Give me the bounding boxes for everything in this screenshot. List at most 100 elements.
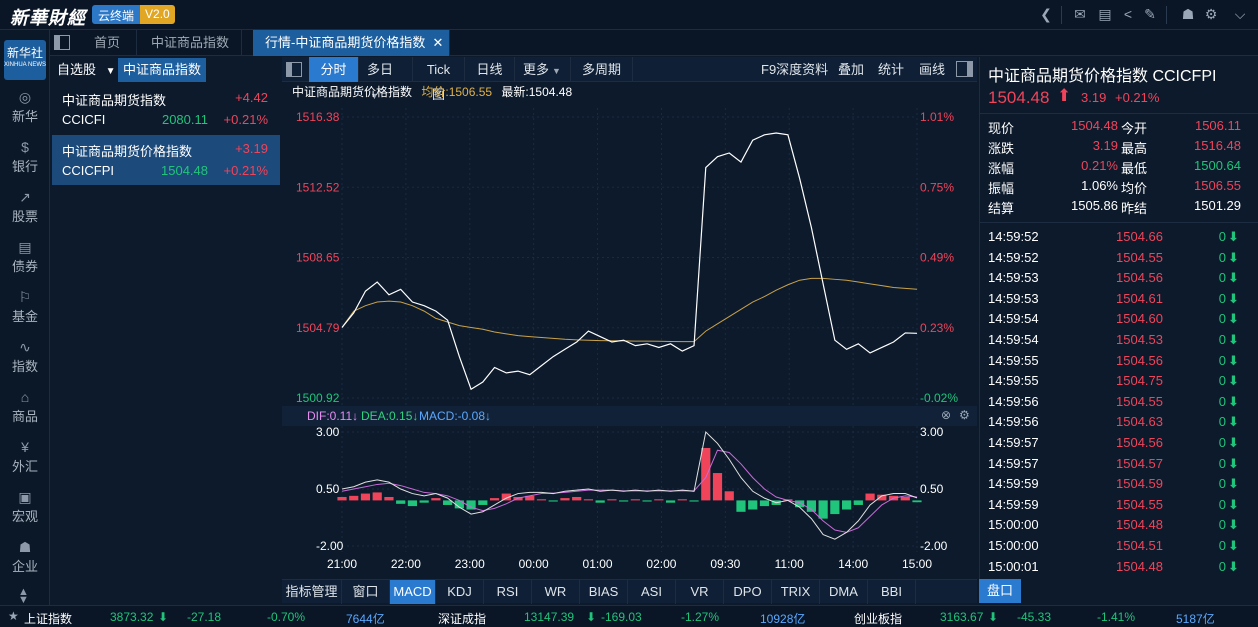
indicator-tab-3[interactable]: KDJ xyxy=(436,580,484,604)
macd-bar xyxy=(349,495,359,501)
nav-item-commodity[interactable]: ⌂ 商品 xyxy=(0,388,50,434)
f9-research-button[interactable]: F9深度资料 xyxy=(761,62,829,77)
macd-bar xyxy=(478,500,488,505)
index-pct: -1.27% xyxy=(681,610,720,624)
chart-header: 中证商品期货价格指数 均价:1506.55 最新:1504.48 xyxy=(292,83,572,100)
watchlist-active-group[interactable]: 中证商品指数 xyxy=(118,58,207,82)
mail-icon[interactable]: ✉ xyxy=(1074,6,1086,22)
tab-quote[interactable]: 行情-中证商品期货价格指数 ✕ xyxy=(253,30,451,56)
period-multiday[interactable]: 多日 ▼ xyxy=(359,57,413,101)
time-axis-label: 09:30 xyxy=(710,557,740,571)
period-multi[interactable]: 多周期 xyxy=(571,57,633,82)
stats-button[interactable]: 统计 xyxy=(878,62,905,77)
indicator-settings-icon[interactable]: ⚙ xyxy=(959,408,970,422)
indicator-tab-4[interactable]: RSI xyxy=(484,580,532,604)
nav-item-bank[interactable]: $ 银行 xyxy=(0,138,50,184)
index-name[interactable]: 创业板指 xyxy=(854,612,903,626)
nav-item-stock[interactable]: ↗ 股票 xyxy=(0,188,50,234)
period-more[interactable]: 更多 ▼ xyxy=(515,57,571,82)
tick-row: 14:59:52 1504.55 0 ⬇ xyxy=(988,250,1250,270)
xinhua-logo[interactable]: 新华社 XINHUA NEWS xyxy=(4,40,46,80)
shirt-icon[interactable]: ☗ xyxy=(1181,6,1195,22)
period-tick[interactable]: Tick图 xyxy=(413,57,465,102)
tick-time: 14:59:55 xyxy=(988,352,1039,368)
arrow-down-icon: ⬇ xyxy=(1228,558,1239,574)
panel-toggle-icon[interactable] xyxy=(54,35,70,50)
index-name[interactable]: 上证指数 xyxy=(24,612,73,626)
tab-home[interactable]: 首页 xyxy=(78,30,138,56)
app-badge: 云终端 V2.0 xyxy=(92,5,175,24)
indicator-tab-6[interactable]: BIAS xyxy=(580,580,628,604)
nav-scroll-icon[interactable]: ▲ ▼ xyxy=(18,586,29,606)
chart-avg-price: 均价:1506.55 xyxy=(421,85,493,99)
gear-icon[interactable]: ⚙ xyxy=(1204,6,1218,22)
macd-bar xyxy=(607,499,617,501)
nav-item-enterprise[interactable]: ☗ 企业 xyxy=(0,538,50,584)
pct-axis-label: 1.01% xyxy=(920,110,954,124)
pct-axis-label: 0.49% xyxy=(920,251,954,265)
close-icon[interactable]: ✕ xyxy=(432,35,444,50)
nav-item-index[interactable]: ∿ 指数 xyxy=(0,338,50,384)
indicator-tab-10[interactable]: TRIX xyxy=(772,580,820,604)
share-icon[interactable]: < xyxy=(1123,6,1133,22)
watchlist-item[interactable]: 中证商品期货指数 +4.42 CCICFI 2080.11 +0.21% xyxy=(52,84,280,134)
index-change: -169.03 xyxy=(601,610,642,624)
nav-item-macro[interactable]: ▣ 宏观 xyxy=(0,488,50,534)
nav-item-fund[interactable]: ⚐ 基金 xyxy=(0,288,50,334)
indicator-tab-5[interactable]: WR xyxy=(532,580,580,604)
macd-bar xyxy=(407,500,418,507)
quote-label: 涨跌 xyxy=(988,141,1015,156)
macd-bar xyxy=(630,499,640,501)
quote-label: 最低 xyxy=(1121,161,1148,176)
panel-toggle-icon[interactable] xyxy=(286,62,302,77)
nav-item-label: 外汇 xyxy=(11,459,38,474)
intraday-chart[interactable]: 1516.38 1512.52 1508.65 1504.79 1500.92 1.01… xyxy=(282,100,977,578)
macd-axis-label: 0.50 xyxy=(920,482,944,496)
indicator-tab-0[interactable]: 指标管理 xyxy=(282,580,342,604)
arrow-down-icon: ⬇ xyxy=(1228,373,1239,389)
tab-csi-commodity[interactable]: 中证商品指数 xyxy=(139,30,243,56)
arrow-down-icon: ⬇ xyxy=(586,610,597,624)
app-logo: 新華財經 xyxy=(10,8,86,29)
chevron-down-icon[interactable]: ⌵ xyxy=(1234,6,1246,22)
tick-price: 1504.56 xyxy=(1116,435,1163,450)
macd-bar xyxy=(337,496,347,501)
quote-value: 0.21% xyxy=(1081,158,1118,173)
watchlist-item[interactable]: 中证商品期货价格指数 +3.19 CCICFPI 1504.48 +0.21% xyxy=(52,135,280,185)
indicator-tab-2[interactable]: MACD xyxy=(390,580,436,604)
macd-bar xyxy=(806,500,816,512)
pin-icon[interactable]: ★ xyxy=(8,609,19,623)
order-book-tab[interactable]: 盘口 xyxy=(979,579,1021,603)
indicator-tab-11[interactable]: DMA xyxy=(820,580,868,604)
indicator-tab-12[interactable]: BBI xyxy=(868,580,916,604)
indicator-tab-1[interactable]: 窗口 xyxy=(342,580,390,604)
panel-toggle-right-icon[interactable] xyxy=(956,61,973,77)
quote-label: 振幅 xyxy=(988,181,1015,196)
period-daily[interactable]: 日线 xyxy=(465,57,515,82)
edit-icon[interactable]: ✎ xyxy=(1144,6,1156,22)
back-icon[interactable]: ❮ xyxy=(1040,6,1052,22)
indicator-tab-8[interactable]: VR xyxy=(676,580,724,604)
indicator-tab-7[interactable]: ASI xyxy=(628,580,676,604)
macd-bar xyxy=(877,494,887,501)
arrow-down-icon: ⬇ xyxy=(1228,414,1239,430)
close-indicator-icon[interactable]: ⊗ xyxy=(941,408,951,422)
nav-item-bond[interactable]: ▤ 债券 xyxy=(0,238,50,284)
draw-button[interactable]: 画线 xyxy=(919,62,946,77)
index-name[interactable]: 深证成指 xyxy=(438,612,487,626)
watchlist-item-code: CCICFPI xyxy=(62,163,114,178)
watchlist-dropdown[interactable]: 自选股 ▼ xyxy=(52,58,121,82)
overlay-button[interactable]: 叠加 xyxy=(838,62,865,77)
message-icon[interactable]: ▤ xyxy=(1098,6,1112,22)
index-value: 3163.67 xyxy=(940,610,984,624)
quote-row: 结算 1505.86 昨结 1501.29 xyxy=(988,198,1253,218)
period-intraday[interactable]: 分时 xyxy=(309,57,359,82)
macd-bar xyxy=(818,500,828,519)
nav-item-xinhua[interactable]: ◎ 新华 xyxy=(0,88,50,134)
nav-item-forex[interactable]: ¥ 外汇 xyxy=(0,438,50,484)
indicator-tab-9[interactable]: DPO xyxy=(724,580,772,604)
arrow-down-icon: ⬇ xyxy=(1228,517,1239,533)
nav-item-label: 基金 xyxy=(11,309,38,324)
tick-price: 1504.66 xyxy=(1116,229,1163,244)
price-axis-label: 1504.79 xyxy=(296,321,340,335)
